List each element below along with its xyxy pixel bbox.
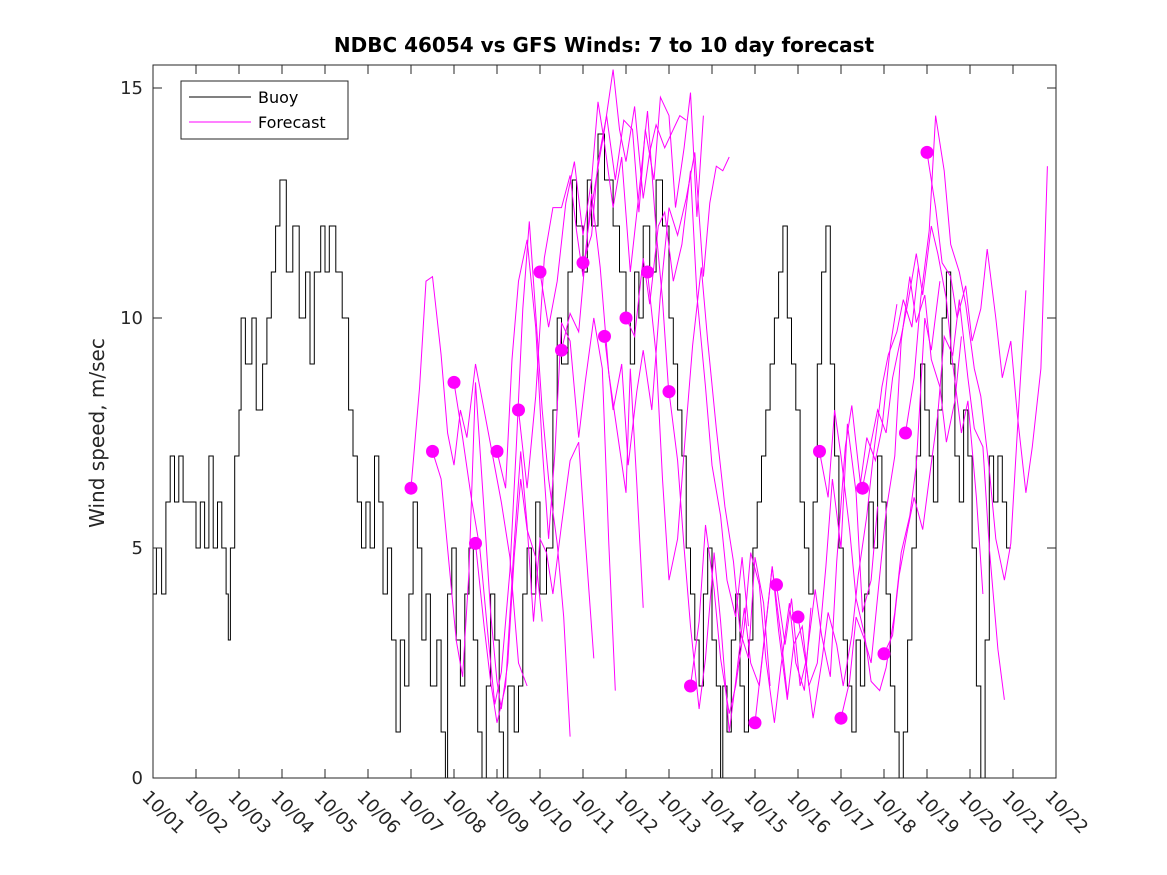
- forecast-run-line-16: [776, 304, 898, 687]
- forecast-start-point-12: [641, 265, 654, 279]
- forecast-run-line-15: [754, 423, 879, 723]
- forecast-start-point-22: [899, 426, 912, 440]
- forecast-start-point-6: [512, 403, 525, 417]
- forecast-start-point-11: [619, 311, 633, 325]
- forecast-start-point-20: [856, 481, 869, 495]
- forecast-start-point-23: [920, 145, 934, 159]
- y-axis: 0 5 10 15: [120, 78, 1056, 789]
- forecast-run-line-20: [862, 225, 984, 595]
- forecast-run-line-19: [840, 276, 962, 719]
- forecast-start-point-17: [791, 610, 805, 624]
- forecast-run-line-10: [604, 152, 730, 466]
- forecast-run-line-2: [432, 382, 543, 710]
- forecast-start-point-7: [533, 265, 547, 279]
- forecast-start-point-9: [576, 256, 590, 270]
- forecast-run-line-11: [625, 170, 749, 627]
- y-tick-label: 5: [132, 538, 143, 559]
- forecast-run-line-18: [819, 281, 941, 692]
- forecast-run-line-4: [475, 441, 595, 723]
- chart-title: NDBC 46054 vs GFS Winds: 7 to 10 day for…: [334, 33, 875, 57]
- legend-forecast-label: Forecast: [258, 113, 326, 132]
- y-tick-label: 0: [132, 768, 143, 789]
- plot-frame: [152, 64, 1057, 779]
- forecast-start-point-18: [813, 444, 826, 458]
- forecast-start-point-16: [770, 578, 783, 592]
- forecast-start-point-1: [404, 481, 418, 495]
- forecast-start-point-2: [426, 444, 439, 458]
- forecast-run-line-14: [690, 524, 812, 723]
- legend-buoy-label: Buoy: [258, 88, 298, 107]
- forecast-start-point-10: [598, 329, 611, 343]
- forecast-start-point-14: [684, 679, 697, 693]
- forecast-start-point-8: [555, 343, 568, 357]
- forecast-start-point-3: [447, 375, 461, 389]
- plot-area: [153, 69, 1048, 779]
- forecast-start-point-5: [490, 444, 504, 458]
- y-axis-label: Wind speed, m/sec: [85, 338, 109, 528]
- forecast-run-line-23: [926, 152, 1048, 493]
- forecast-run-line-17: [797, 267, 919, 719]
- forecast-run-line-22: [905, 115, 1027, 581]
- forecast-start-point-13: [662, 385, 676, 399]
- forecast-start-point-21: [877, 647, 891, 661]
- legend-box: [180, 80, 349, 140]
- forecast-run-line-9: [582, 92, 704, 263]
- legend: Buoy Forecast: [180, 80, 349, 140]
- forecast-start-point-15: [748, 716, 762, 730]
- forecast-run-line-12: [647, 267, 771, 687]
- y-tick-label: 15: [120, 78, 143, 99]
- y-tick-label: 10: [120, 308, 143, 329]
- forecast-run-line-21: [883, 299, 1005, 700]
- forecast-run-line-1: [410, 275, 528, 687]
- forecast-start-point-19: [834, 711, 848, 725]
- forecast-start-point-4: [469, 536, 482, 550]
- forecast-run-line-5: [496, 239, 616, 691]
- buoy-series-line: [153, 133, 1011, 779]
